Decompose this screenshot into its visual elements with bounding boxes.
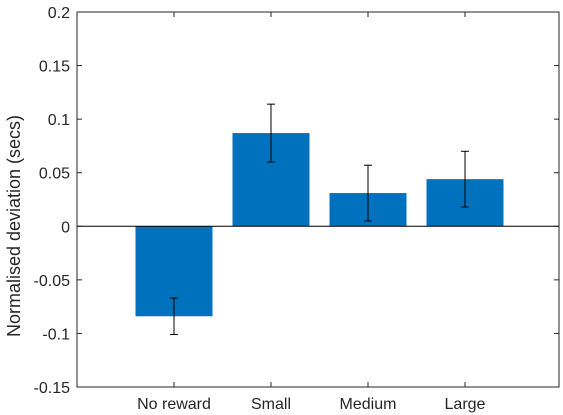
x-tick-label: Medium — [340, 396, 397, 413]
x-tick-label: No reward — [137, 396, 211, 413]
y-tick-label: 0.05 — [39, 166, 70, 183]
y-axis-label: Normalised deviation (secs) — [4, 115, 24, 337]
y-tick-label: 0.15 — [39, 59, 70, 76]
y-tick-label: -0.15 — [34, 380, 71, 397]
x-tick-label: Small — [251, 396, 291, 413]
y-tick-label: -0.1 — [42, 326, 70, 343]
y-tick-label: 0.2 — [48, 5, 70, 22]
y-tick-label: 0 — [61, 219, 70, 236]
y-tick-label: 0.1 — [48, 112, 70, 129]
y-tick-label: -0.05 — [34, 273, 71, 290]
axes-box — [76, 11, 560, 388]
plot-area: -0.15 -0.1 -0.05 0 0.05 0.1 0.15 0.2 No reward Sm… — [34, 5, 560, 413]
x-tick-label: Large — [445, 396, 486, 413]
